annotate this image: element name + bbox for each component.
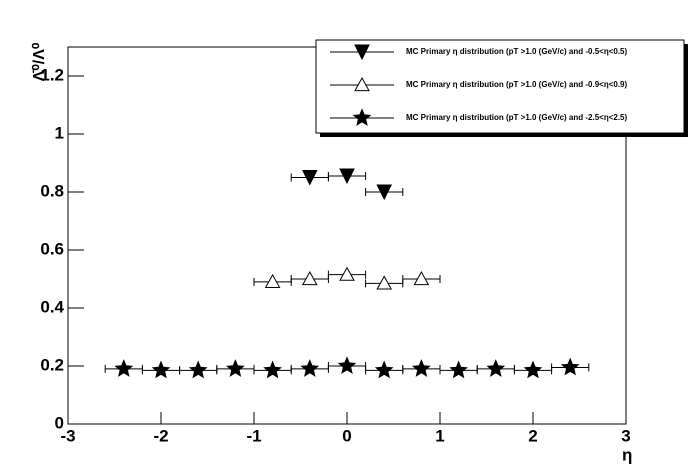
x-tick-label: 3 <box>621 426 630 445</box>
marker <box>301 270 318 286</box>
x-tick-label: -3 <box>60 426 75 445</box>
marker <box>339 168 355 185</box>
marker <box>301 170 318 186</box>
marker <box>374 360 394 379</box>
marker <box>376 275 393 290</box>
y-axis-label: Λ̄⁰/Λ⁰ <box>31 42 48 81</box>
marker <box>449 360 468 379</box>
marker <box>337 356 357 374</box>
y-tick-label: 0.8 <box>40 181 64 200</box>
marker <box>523 360 543 379</box>
marker <box>354 44 370 61</box>
marker <box>352 108 372 126</box>
y-tick-label: 0.4 <box>40 297 64 316</box>
marker <box>354 76 370 92</box>
y-tick-label: 1.2 <box>40 65 64 84</box>
legend-label: MC Primary η distribution (pT >1.0 (GeV/… <box>406 113 627 122</box>
y-tick-label: 0.2 <box>40 355 64 374</box>
marker <box>412 359 431 377</box>
marker <box>263 360 282 379</box>
marker <box>300 359 320 377</box>
legend-label: MC Primary η distribution (pT >1.0 (GeV/… <box>406 80 627 89</box>
marker <box>114 359 134 377</box>
x-tick-label: 2 <box>528 426 537 445</box>
y-tick-label: 0.6 <box>40 239 64 258</box>
x-tick-label: -2 <box>153 426 168 445</box>
x-tick-label: 1 <box>435 426 444 445</box>
y-tick-label: 1 <box>55 123 64 142</box>
x-axis-label: η <box>622 445 632 464</box>
marker <box>560 357 580 376</box>
marker <box>486 359 506 377</box>
x-tick-label: 0 <box>342 426 351 445</box>
marker <box>188 360 208 379</box>
x-tick-label: -1 <box>246 426 261 445</box>
marker <box>226 359 245 377</box>
marker <box>413 270 430 286</box>
marker <box>376 184 393 201</box>
marker <box>151 360 171 379</box>
legend-label: MC Primary η distribution (pT >1.0 (GeV/… <box>406 47 627 56</box>
marker <box>264 273 281 288</box>
marker <box>339 266 355 281</box>
y-tick-label: 0 <box>55 413 64 432</box>
